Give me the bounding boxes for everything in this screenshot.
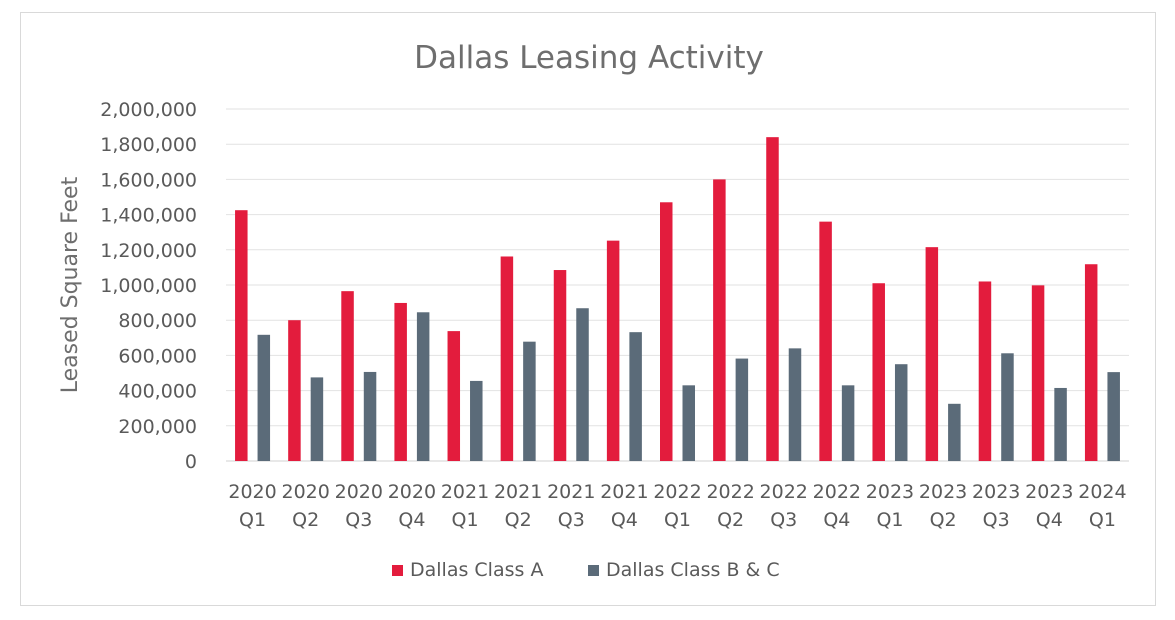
x-axis-ticks: 2020 Q1 2020 Q2 2020 Q3 2020 Q4 2021 Q1 2021 Q2 2021… [228,481,1126,531]
x-tick-quarter: Q1 [1089,509,1116,531]
y-tick-label: 800,000 [118,310,197,332]
bar-class-bc [257,334,271,461]
bar-class-a [1031,285,1045,461]
bar-class-a [925,247,939,461]
x-tick-year: 2021 [600,481,648,503]
bar-class-bc [310,377,324,461]
x-tick-year: 2021 [547,481,595,503]
legend-label-class-bc: Dallas Class B & C [606,559,780,581]
y-tick-label: 2,000,000 [100,99,197,121]
x-tick-year: 2022 [706,481,754,503]
x-tick-quarter: Q2 [717,509,744,531]
bar-class-a [978,281,992,461]
y-tick-label: 0 [185,451,197,473]
x-tick-year: 2024 [1078,481,1126,503]
bar-class-bc [682,385,695,461]
x-tick-quarter: Q2 [505,509,532,531]
bar-class-a [235,210,248,461]
x-tick-quarter: Q3 [770,509,797,531]
x-tick-year: 2020 [388,481,436,503]
x-tick-quarter: Q2 [930,509,957,531]
bar-class-a [713,179,726,461]
bar-class-a [394,302,407,461]
bar-class-bc [788,348,802,461]
bar-class-a [447,331,461,461]
bar-layer [235,137,1120,461]
bar-class-a [606,240,620,461]
x-tick-quarter: Q4 [823,509,850,531]
x-tick-quarter: Q2 [292,509,319,531]
bar-class-a [288,320,301,461]
legend: Dallas Class A Dallas Class B & C [392,559,780,581]
bar-class-a [341,291,354,461]
bar-class-a [500,256,514,461]
bar-class-bc [363,371,377,461]
bar-class-a [1084,264,1098,461]
x-tick-year: 2023 [972,481,1020,503]
y-tick-label: 400,000 [118,381,197,403]
bar-class-bc [523,341,536,461]
legend-label-class-a: Dallas Class A [410,559,543,581]
x-tick-quarter: Q3 [558,509,585,531]
y-tick-label: 1,400,000 [100,205,197,227]
x-tick-year: 2022 [813,481,861,503]
bar-class-bc [894,364,908,461]
x-tick-year: 2020 [281,481,329,503]
x-tick-year: 2020 [228,481,276,503]
x-tick-quarter: Q4 [1036,509,1063,531]
y-tick-label: 600,000 [118,345,197,367]
bar-class-bc [735,358,749,461]
x-tick-quarter: Q4 [611,509,638,531]
chart-title: Dallas Leasing Activity [414,40,764,76]
x-tick-year: 2023 [866,481,914,503]
chart-svg: Dallas Leasing Activity Leased Square Fe… [58,40,1129,581]
bar-class-a [819,221,832,461]
grid-layer [226,108,1129,462]
legend-swatch-class-a [392,565,403,576]
bar-class-bc [576,308,589,461]
bar-class-bc [1001,353,1014,461]
y-tick-label: 1,200,000 [100,240,197,262]
x-tick-quarter: Q3 [983,509,1010,531]
y-tick-label: 1,800,000 [100,134,197,156]
bar-class-a [872,283,885,461]
x-tick-quarter: Q1 [452,509,479,531]
x-tick-quarter: Q1 [664,509,691,531]
bar-class-bc [470,380,483,461]
legend-swatch-class-bc [588,565,599,576]
x-tick-quarter: Q1 [239,509,266,531]
x-tick-year: 2022 [760,481,808,503]
x-tick-year: 2021 [441,481,489,503]
x-tick-year: 2021 [494,481,542,503]
y-tick-label: 1,000,000 [100,275,197,297]
x-tick-quarter: Q1 [876,509,903,531]
y-tick-label: 1,600,000 [100,169,197,191]
x-tick-year: 2020 [335,481,383,503]
x-tick-quarter: Q4 [398,509,425,531]
bar-class-a [766,137,779,461]
x-tick-year: 2023 [1025,481,1073,503]
bar-class-bc [416,312,430,461]
bar-class-bc [948,403,961,461]
bar-class-a [660,202,673,461]
bar-class-bc [1107,372,1120,461]
y-tick-label: 200,000 [118,416,197,438]
x-tick-quarter: Q3 [345,509,372,531]
x-tick-year: 2022 [653,481,701,503]
chart-frame: Dallas Leasing Activity Leased Square Fe… [20,12,1156,606]
y-axis-label: Leased Square Feet [58,176,83,393]
bar-class-bc [841,385,855,461]
bar-class-bc [629,332,642,461]
bar-class-a [553,270,567,461]
x-tick-year: 2023 [919,481,967,503]
y-axis-ticks: 0 200,000 400,000 600,000 800,000 1,000,000 1,… [100,99,197,473]
bar-class-bc [1054,387,1067,461]
